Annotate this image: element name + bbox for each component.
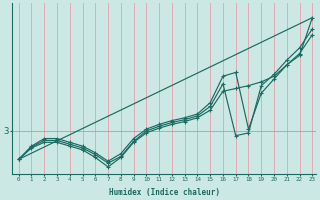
X-axis label: Humidex (Indice chaleur): Humidex (Indice chaleur) [109,188,220,197]
